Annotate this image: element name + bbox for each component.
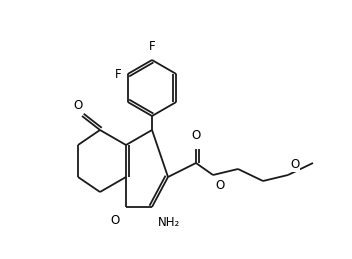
Text: O: O (290, 158, 299, 171)
Text: F: F (149, 40, 155, 53)
Text: F: F (115, 68, 122, 81)
Text: O: O (215, 179, 224, 192)
Text: O: O (73, 99, 83, 112)
Text: NH₂: NH₂ (158, 216, 180, 229)
Text: O: O (111, 214, 120, 227)
Text: O: O (191, 129, 201, 142)
